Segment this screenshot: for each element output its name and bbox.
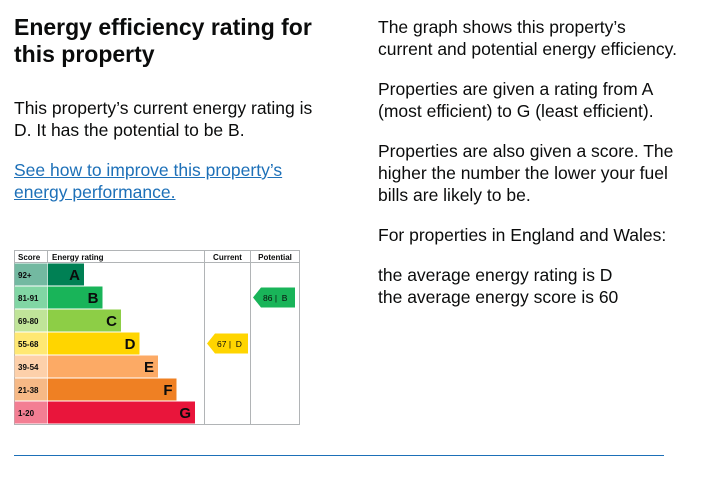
band-score-label: 69-80 [18,317,39,326]
average-rating-text: the average energy rating is D [378,265,613,285]
band-score-label: 81-91 [18,294,39,303]
potential-header: Potential [258,253,292,262]
rating-markers: 67 | D 86 | B [207,287,295,354]
rating-scale-description: Properties are given a rating from A (mo… [378,79,654,121]
band-score-cell [14,332,48,355]
rating-summary-section: Energy efficiency rating for this proper… [14,14,314,203]
band-bar-f [48,378,177,401]
potential-rating-arrow [253,287,295,308]
band-letter: G [179,405,191,422]
average-score-text: the average energy score is 60 [378,287,619,307]
band-letter: D [125,336,136,353]
band-score-cell [14,378,48,401]
band-score-label: 92+ [18,271,32,280]
current-rating-arrow [207,333,248,354]
page-title: Energy efficiency rating for this proper… [14,14,312,67]
band-bar-a [48,263,84,286]
current-rating-text: This property’s current energy rating is… [14,98,313,140]
section-divider [14,455,664,456]
score-header: Score [18,253,41,262]
energy-rating-chart: Score Energy rating Current Potential 92… [14,250,300,425]
band-score-cell [14,263,48,286]
rating-bands: 92+ A 81-91 B 69-80 C 55-68 D 39-54 E 21-38 F 1-20 G [14,263,195,424]
band-score-cell [14,355,48,378]
band-bar-e [48,355,158,378]
score-description: Properties are also given a score. The h… [378,141,674,205]
graph-description: The graph shows this property’s current … [378,17,677,59]
potential-rating-label: 86 | B [263,293,288,303]
band-letter: B [88,290,99,307]
improve-performance-link[interactable]: See how to improve this property’s energ… [14,160,283,202]
current-rating-label: 67 | D [217,339,242,349]
band-score-label: 1-20 [18,409,35,418]
rating-explanation-section: The graph shows this property’s current … [378,16,678,308]
band-score-label: 21-38 [18,386,39,395]
current-header: Current [213,253,242,262]
energy-rating-header: Energy rating [52,253,104,262]
band-bar-c [48,309,121,332]
band-letter: A [69,267,80,284]
band-score-cell [14,401,48,424]
band-score-cell [14,309,48,332]
band-letter: F [163,382,172,399]
band-letter: E [144,359,154,376]
band-score-label: 39-54 [18,363,39,372]
region-intro: For properties in England and Wales: [378,225,667,245]
band-bar-b [48,286,103,309]
band-bar-d [48,332,140,355]
band-bar-g [48,401,195,424]
band-score-label: 55-68 [18,340,39,349]
band-score-cell [14,286,48,309]
band-letter: C [106,313,117,330]
